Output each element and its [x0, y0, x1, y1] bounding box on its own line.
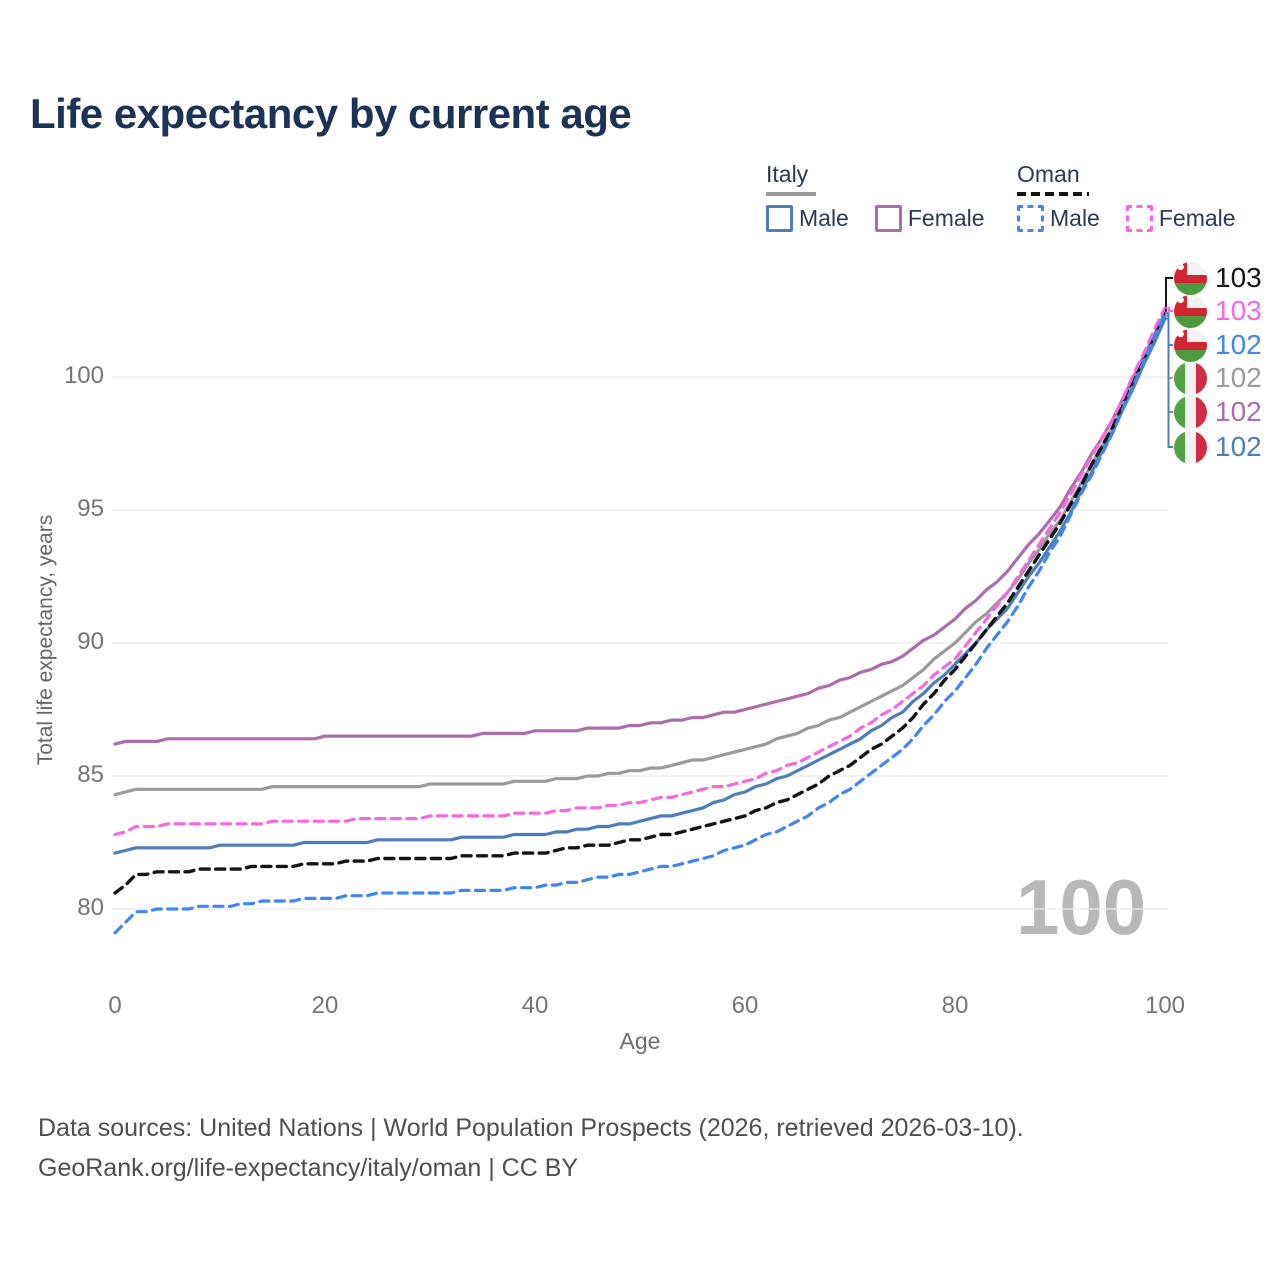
- end-value-italy-total: 102: [1215, 362, 1262, 393]
- page-title: Life expectancy by current age: [30, 90, 632, 137]
- y-tick-95: 95: [77, 495, 104, 522]
- end-label-row-oman-total: 103: [1174, 261, 1262, 295]
- legend-group-italy: Italy Male Female: [766, 161, 1011, 232]
- x-tick-20: 20: [311, 992, 339, 1019]
- legend-underline-oman: [1017, 192, 1089, 196]
- end-label-row-italy-male: 102: [1174, 430, 1262, 464]
- end-label-row-italy-female: 102: [1174, 395, 1262, 429]
- end-label-row-oman-male: 102: [1174, 328, 1262, 362]
- legend-label-oman-male: Male: [1050, 205, 1100, 231]
- legend-group-title-oman: Oman: [1017, 161, 1080, 187]
- end-value-italy-female: 102: [1215, 396, 1262, 427]
- series-line-oman-female: [113, 306, 1167, 837]
- legend-swatch-italy-female-icon: [874, 205, 902, 232]
- footer-attribution: Data sources: United Nations | World Pop…: [38, 1108, 1024, 1188]
- legend-label-italy-male: Male: [799, 205, 849, 231]
- x-tick-60: 60: [731, 992, 759, 1019]
- end-label-row-italy-total: 102: [1174, 361, 1262, 395]
- footer-data-sources: Data sources: United Nations | World Pop…: [38, 1114, 1024, 1142]
- footer-link-license: GeoRank.org/life-expectancy/italy/oman |…: [38, 1154, 579, 1182]
- oman-flag-icon: [1174, 328, 1207, 362]
- series-line-oman-male: [113, 311, 1167, 935]
- y-tick-100: 100: [63, 362, 104, 389]
- end-value-oman-male: 102: [1215, 329, 1262, 360]
- legend-swatch-oman-male-icon: [1017, 205, 1044, 232]
- x-axis-title: Age: [619, 1028, 661, 1054]
- oman-flag-icon: [1174, 294, 1207, 328]
- callout-line-oman-female: [1165, 306, 1173, 312]
- legend-swatch-italy-male-icon: [766, 205, 793, 232]
- x-tick-40: 40: [521, 992, 549, 1019]
- legend-label-oman-female: Female: [1158, 205, 1236, 231]
- legend-item-italy-male[interactable]: Male: [766, 205, 849, 232]
- legend-label-italy-female: Female: [907, 205, 985, 231]
- legend-item-oman-female[interactable]: Female: [1125, 205, 1236, 232]
- oman-flag-icon: [1174, 261, 1207, 295]
- watermark-age-indicator: 100: [1016, 863, 1147, 951]
- end-value-oman-female: 103: [1215, 295, 1262, 326]
- legend-item-italy-female[interactable]: Female: [874, 205, 985, 232]
- y-tick-80: 80: [77, 894, 104, 921]
- legend-item-oman-male[interactable]: Male: [1017, 205, 1100, 232]
- end-label-row-oman-female: 103: [1174, 294, 1262, 328]
- end-value-oman-total: 103: [1215, 262, 1262, 293]
- series-line-italy-male: [113, 316, 1167, 855]
- legend-underline-italy: [766, 192, 816, 196]
- x-tick-0: 0: [108, 992, 122, 1019]
- callout-line-oman-total: [1165, 277, 1173, 312]
- legend-group-title-italy: Italy: [766, 161, 809, 187]
- x-tick-100: 100: [1144, 992, 1186, 1019]
- y-tick-85: 85: [77, 761, 104, 788]
- italy-flag-icon: [1174, 430, 1207, 464]
- x-tick-80: 80: [941, 992, 969, 1019]
- y-tick-90: 90: [77, 628, 104, 655]
- callout-line-italy-male: [1165, 317, 1173, 448]
- series-line-oman-total: [113, 308, 1167, 895]
- legend-group-oman: Oman Male Female: [1017, 161, 1262, 232]
- legend-swatch-oman-female-icon: [1125, 205, 1153, 232]
- series-line-italy-female: [113, 311, 1167, 746]
- end-value-italy-male: 102: [1215, 431, 1262, 462]
- italy-flag-icon: [1174, 361, 1207, 395]
- italy-flag-icon: [1174, 395, 1207, 429]
- series-line-italy-total: [113, 314, 1167, 797]
